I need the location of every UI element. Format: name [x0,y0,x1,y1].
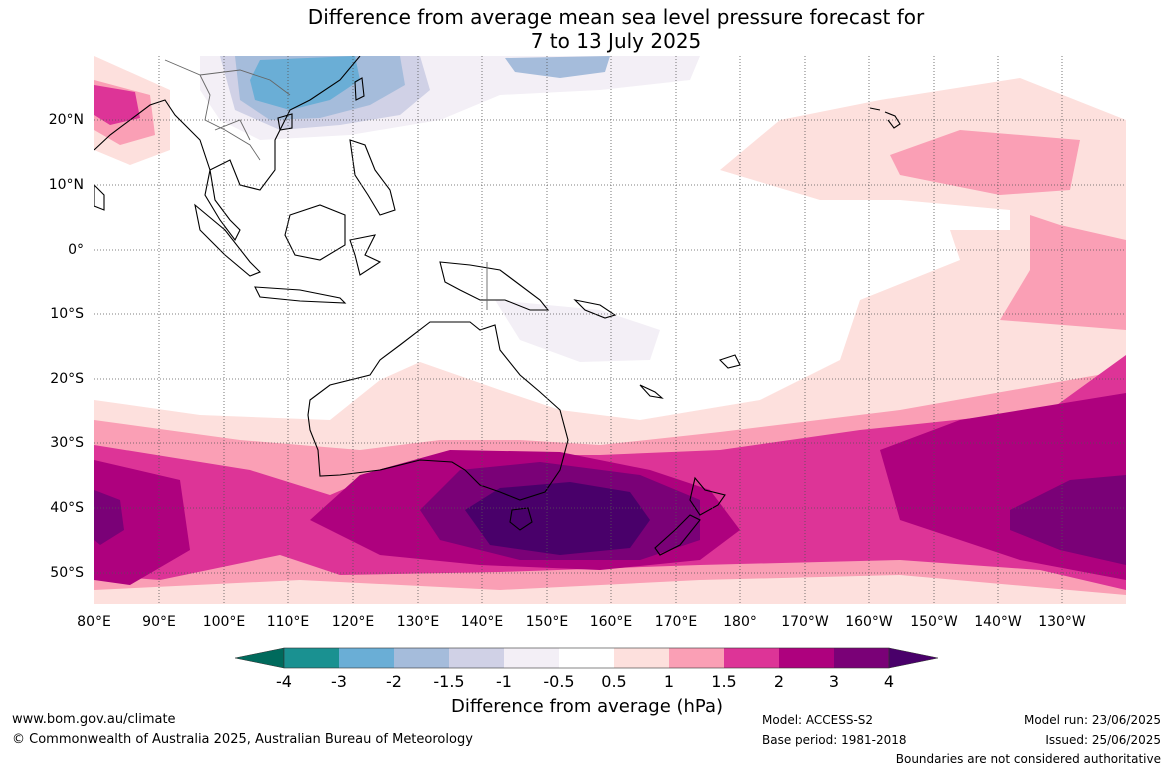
low-anomaly-coral-sea [495,300,660,362]
lon-label: 110°E [266,614,310,630]
colorbar-tick: -3 [331,672,347,691]
colorbar-tick: -1.5 [433,672,465,691]
lat-label: 10°S [50,306,84,322]
philippines-coastline [349,139,396,216]
colorbar-tick: -4 [276,672,292,691]
new-guinea-coastline [439,261,550,311]
colorbar-extend-low [234,647,285,669]
lon-label: 170°W [781,614,829,630]
lat-label: 20°N [48,112,84,128]
lat-label: 10°N [48,177,84,193]
anomaly-fill-layer [94,56,1126,604]
lat-label: 50°S [50,565,84,581]
coastline-layer [94,56,901,556]
issued-date: Issued: 25/06/2025 [1045,733,1161,747]
lon-label: 90°E [142,614,176,630]
colorbar-tick: 1 [663,672,675,691]
colorbar-tick: -2 [386,672,402,691]
borneo-coastline [284,204,346,261]
lon-label: 140°W [974,614,1022,630]
taiwan-coastline [354,77,365,101]
high-anomaly-india-core [94,85,140,125]
australia-coastline [307,321,569,501]
high-anomaly-west-core [94,490,124,545]
hawaii-coastline [869,107,901,129]
lon-label: 150°W [910,614,958,630]
high-anomaly-pacific-east [1000,215,1126,330]
colorbar-label: Difference from average (hPa) [450,696,724,717]
lon-label: 100°E [202,614,246,630]
hainan-coastline [277,113,293,131]
copyright-text: © Commonwealth of Australia 2025, Austra… [12,732,473,747]
high-anomaly-max-core [465,482,650,555]
lon-label: 170°E [654,614,698,630]
colorbar-tick: 4 [883,672,895,691]
boundary-disclaimer: Boundaries are not considered authoritat… [895,752,1161,766]
lon-label: 130°W [1038,614,1086,630]
lon-label: 180° [723,614,757,630]
colorbar-tick: 0.5 [601,672,627,691]
new-caledonia [639,384,664,399]
lon-label: 160°W [845,614,893,630]
tasmania-coastline [509,507,533,531]
map-title-line2: 7 to 13 July 2025 [530,29,702,53]
lat-label: 0° [68,242,84,258]
colorbar-tick: 3 [828,672,840,691]
map-title-line1: Difference from average mean sea level p… [307,5,925,29]
new-zealand-north [689,476,726,516]
java-coastline [254,286,347,304]
sumatra-coastline [194,203,261,277]
colorbar-tick: -1 [496,672,512,691]
colorbar-tick: 1.5 [711,672,737,691]
sri-lanka-coastline [94,184,105,211]
asia-mainland-coastline [94,56,361,191]
low-anomaly-core [250,56,360,110]
lat-label: 40°S [50,500,84,516]
new-zealand-south [654,514,701,556]
lon-label: 140°E [460,614,504,630]
high-anomaly-pacific-mid [890,130,1080,195]
high-anomaly-deep-core-east [1010,475,1126,565]
colorbar [234,647,939,669]
lon-label: 80°E [77,614,111,630]
lon-label: 120°E [331,614,375,630]
malay-peninsula-coastline [204,169,241,242]
lon-label: 130°E [396,614,440,630]
website-link[interactable]: www.bom.gov.au/climate [12,712,176,727]
lat-label: 20°S [50,371,84,387]
base-period: Base period: 1981-2018 [762,733,907,747]
sulawesi-coastline [349,234,382,276]
lat-label: 30°S [50,435,84,451]
colorbar-tick: 2 [773,672,785,691]
solomon-islands [573,299,617,319]
lon-label: 150°E [525,614,569,630]
model-run-date: Model run: 23/06/2025 [1023,713,1161,727]
colorbar-tick: -0.5 [543,672,575,691]
model-name: Model: ACCESS-S2 [762,713,874,727]
graticule [94,56,1126,604]
low-anomaly-east [505,56,610,78]
colorbar-extend-high [888,647,939,669]
lon-label: 160°E [589,614,633,630]
